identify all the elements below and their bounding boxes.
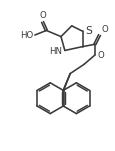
Text: O: O — [97, 51, 104, 60]
Text: O: O — [100, 25, 107, 34]
Text: S: S — [85, 26, 92, 36]
Text: O: O — [39, 11, 46, 20]
Text: HO: HO — [20, 31, 33, 40]
Text: HN: HN — [48, 48, 61, 56]
